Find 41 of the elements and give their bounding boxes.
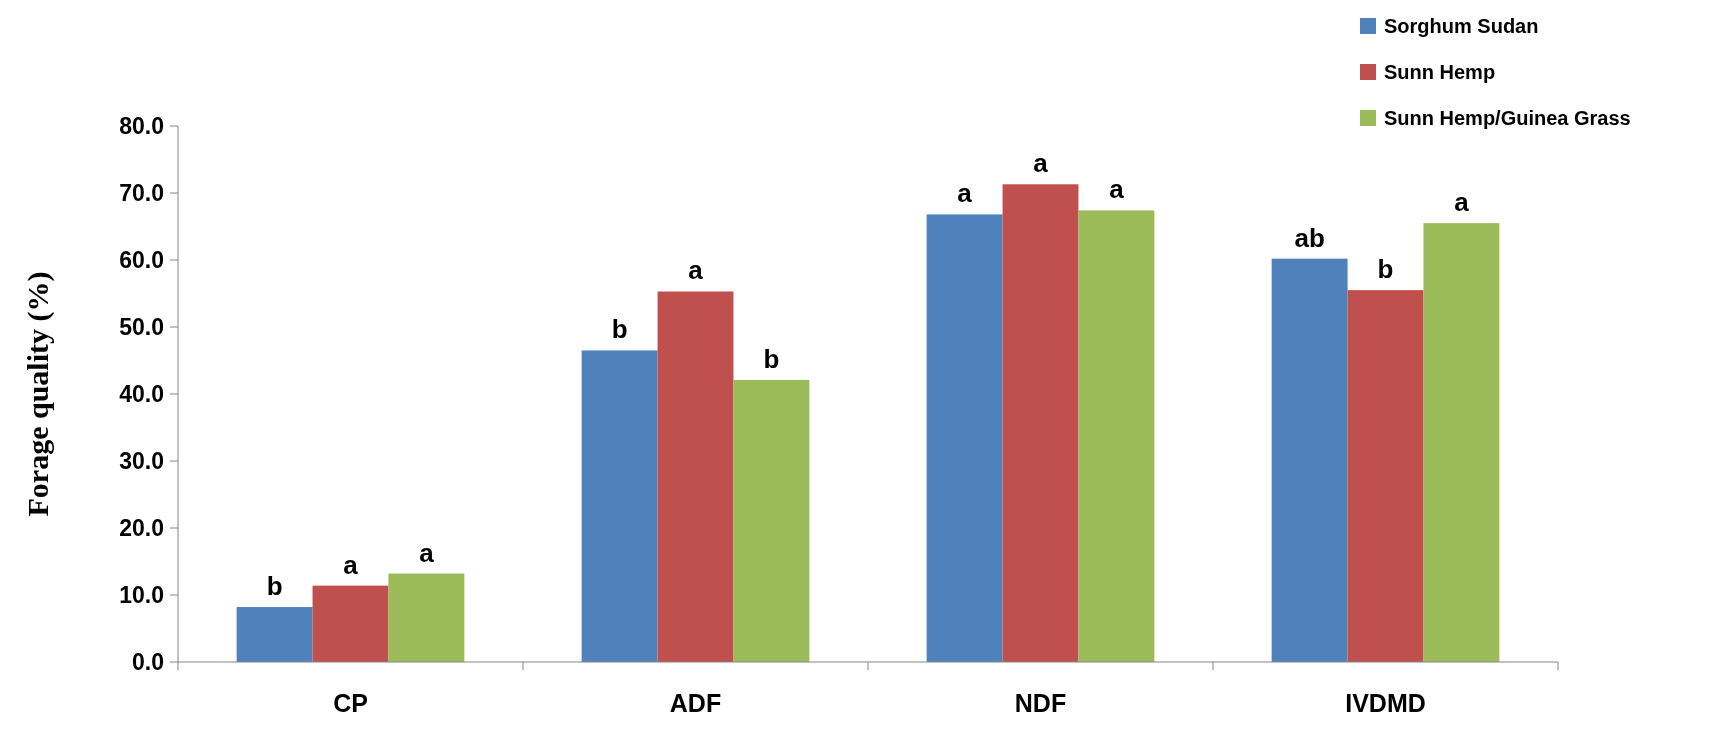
bar: [1078, 210, 1155, 662]
y-axis-title: Forage quality (%): [21, 271, 55, 517]
y-tick-label: 60.0: [119, 247, 164, 274]
x-tick-label: IVDMD: [1345, 689, 1426, 717]
x-tick-label: ADF: [669, 689, 722, 717]
data-label: a: [1109, 174, 1125, 205]
y-tick-label: 70.0: [119, 180, 164, 207]
bar: [388, 573, 465, 662]
data-label: a: [688, 255, 704, 286]
y-tick-label: 10.0: [119, 582, 164, 609]
bar: [236, 607, 313, 662]
data-label: ab: [1294, 222, 1325, 253]
y-tick-label: 50.0: [119, 314, 164, 341]
data-label: a: [957, 178, 973, 209]
y-tick-label: 30.0: [119, 448, 164, 475]
data-label: b: [763, 343, 780, 374]
data-label: a: [419, 537, 435, 568]
bar: [926, 214, 1003, 662]
y-tick-label: 0.0: [132, 649, 164, 676]
legend-label: Sorghum Sudan: [1384, 15, 1539, 37]
y-tick-label: 20.0: [119, 515, 164, 542]
bar: [312, 585, 389, 662]
data-label: b: [266, 571, 283, 602]
legend-label: Sunn Hemp/Guinea Grass: [1384, 107, 1631, 129]
bar: [1271, 258, 1348, 662]
x-tick-label: CP: [333, 689, 368, 717]
bar: [1347, 290, 1424, 662]
data-label: b: [611, 314, 628, 345]
bar: [733, 379, 810, 662]
bar: [657, 291, 734, 662]
y-tick-label: 80.0: [119, 113, 164, 140]
data-label: b: [1377, 254, 1394, 285]
data-label: a: [1454, 187, 1470, 218]
x-tick-label: NDF: [1014, 689, 1067, 717]
data-label: a: [1033, 148, 1049, 179]
y-tick-label: 40.0: [119, 381, 164, 408]
bar: [1423, 223, 1500, 662]
legend-label: Sunn Hemp: [1384, 61, 1496, 83]
bar: [581, 350, 658, 662]
data-label: a: [343, 549, 359, 580]
bar: [1002, 184, 1079, 662]
